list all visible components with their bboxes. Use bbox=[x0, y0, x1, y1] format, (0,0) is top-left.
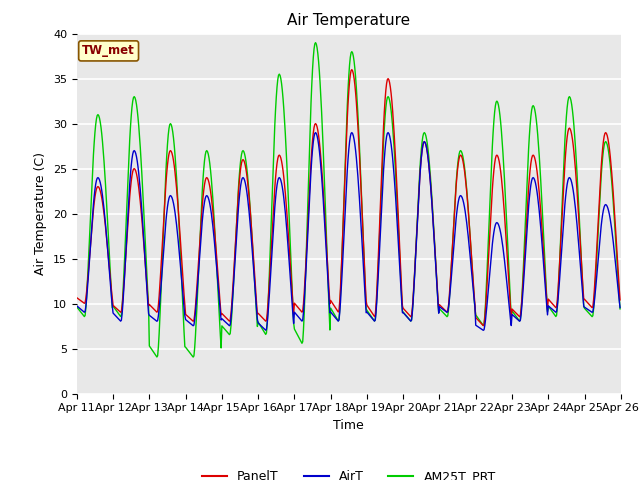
Y-axis label: Air Temperature (C): Air Temperature (C) bbox=[35, 152, 47, 275]
PanelT bbox=[415, 186, 423, 192]
Title: Air Temperature: Air Temperature bbox=[287, 13, 410, 28]
AM25T_PRT bbox=[432, 260, 440, 265]
AirT bbox=[73, 303, 81, 309]
PanelT bbox=[479, 323, 487, 328]
PanelT bbox=[431, 247, 439, 252]
AM25T_PRT bbox=[189, 354, 197, 360]
AirT bbox=[431, 250, 439, 255]
AirT bbox=[415, 187, 423, 192]
AirT bbox=[223, 320, 230, 326]
Line: AM25T_PRT: AM25T_PRT bbox=[77, 43, 620, 357]
Legend: PanelT, AirT, AM25T_PRT: PanelT, AirT, AM25T_PRT bbox=[197, 465, 500, 480]
AirT bbox=[312, 130, 319, 135]
Line: PanelT: PanelT bbox=[77, 70, 620, 325]
Line: AirT: AirT bbox=[77, 132, 620, 330]
PanelT bbox=[348, 67, 356, 72]
AM25T_PRT bbox=[312, 40, 319, 46]
AM25T_PRT bbox=[195, 270, 202, 276]
AirT bbox=[83, 296, 90, 301]
AM25T_PRT bbox=[223, 329, 231, 335]
PanelT bbox=[139, 225, 147, 230]
AM25T_PRT bbox=[83, 293, 90, 299]
AirT bbox=[479, 327, 487, 333]
PanelT bbox=[223, 315, 230, 321]
PanelT bbox=[73, 295, 81, 300]
AM25T_PRT bbox=[616, 306, 624, 312]
AM25T_PRT bbox=[139, 184, 147, 190]
AirT bbox=[194, 280, 202, 286]
AirT bbox=[139, 217, 147, 223]
X-axis label: Time: Time bbox=[333, 419, 364, 432]
AM25T_PRT bbox=[73, 304, 81, 310]
AM25T_PRT bbox=[416, 168, 424, 173]
Text: TW_met: TW_met bbox=[82, 44, 135, 58]
PanelT bbox=[83, 288, 90, 294]
AirT bbox=[616, 305, 624, 311]
PanelT bbox=[194, 272, 202, 277]
PanelT bbox=[616, 297, 624, 303]
